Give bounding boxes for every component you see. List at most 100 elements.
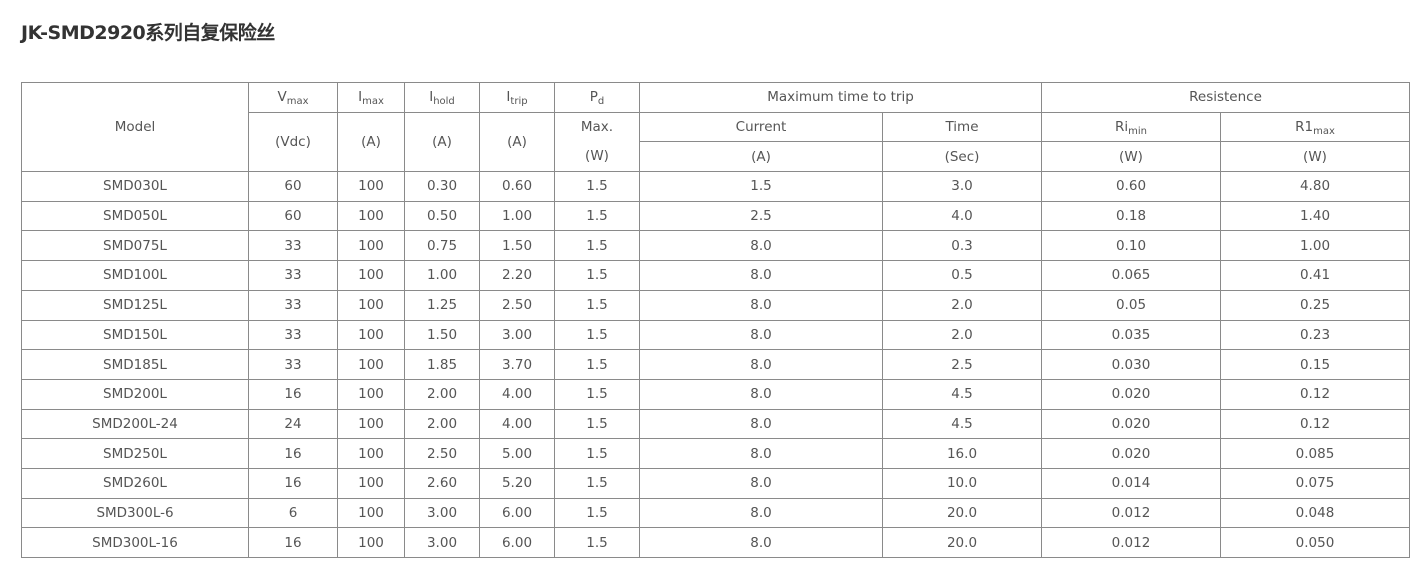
cell-r1max: 1.00 [1220, 230, 1410, 262]
cell-rimin: 0.18 [1041, 200, 1221, 232]
table-row: SMD100L 33 100 1.00 2.20 1.5 8.0 0.5 0.065 0.41 [21, 260, 1410, 291]
cell-ihold: 2.00 [404, 408, 480, 440]
header-pd-unit: (W) [554, 141, 640, 173]
cell-trip-time: 3.0 [882, 171, 1042, 202]
cell-ihold: 1.00 [404, 260, 480, 291]
cell-model: SMD300L-6 [21, 497, 249, 529]
cell-vmax: 24 [248, 408, 338, 440]
cell-vmax: 16 [248, 438, 338, 469]
cell-trip-time: 10.0 [882, 467, 1042, 499]
header-r1max-unit: (W) [1220, 141, 1410, 173]
cell-ihold: 1.85 [404, 349, 480, 380]
cell-imax: 100 [337, 497, 405, 529]
cell-itrip: 4.00 [479, 408, 555, 440]
table-row: SMD125L 33 100 1.25 2.50 1.5 8.0 2.0 0.05 0.25 [21, 289, 1410, 321]
cell-rimin: 0.020 [1041, 438, 1221, 469]
cell-pd: 1.5 [554, 378, 640, 410]
spec-table: Model Vmax Imax Ihold Itrip Pd Maximum t… [21, 81, 1410, 558]
cell-model: SMD050L [21, 200, 249, 232]
cell-trip-time: 0.5 [882, 260, 1042, 291]
cell-vmax: 16 [248, 378, 338, 410]
cell-imax: 100 [337, 260, 405, 291]
cell-trip-time: 2.0 [882, 319, 1042, 351]
cell-pd: 1.5 [554, 438, 640, 469]
cell-vmax: 33 [248, 349, 338, 380]
cell-pd: 1.5 [554, 230, 640, 262]
cell-itrip: 0.60 [479, 171, 555, 202]
header-pd: Pd [554, 82, 640, 113]
cell-rimin: 0.030 [1041, 349, 1221, 380]
cell-rimin: 0.012 [1041, 527, 1221, 558]
cell-r1max: 4.80 [1220, 171, 1410, 202]
cell-imax: 100 [337, 230, 405, 262]
cell-r1max: 1.40 [1220, 200, 1410, 232]
cell-vmax: 33 [248, 260, 338, 291]
cell-r1max: 0.23 [1220, 319, 1410, 351]
cell-trip-current: 8.0 [639, 319, 883, 351]
header-row-1: Model Vmax Imax Ihold Itrip Pd Maximum t… [21, 81, 1410, 173]
header-imax-unit: (A) [337, 111, 405, 173]
header-itrip: Itrip [479, 82, 555, 113]
cell-pd: 1.5 [554, 260, 640, 291]
cell-trip-time: 4.5 [882, 408, 1042, 440]
cell-model: SMD250L [21, 438, 249, 469]
cell-vmax: 16 [248, 467, 338, 499]
cell-r1max: 0.15 [1220, 349, 1410, 380]
cell-trip-time: 20.0 [882, 497, 1042, 529]
cell-imax: 100 [337, 467, 405, 499]
cell-imax: 100 [337, 349, 405, 380]
cell-itrip: 3.00 [479, 319, 555, 351]
cell-r1max: 0.41 [1220, 260, 1410, 291]
cell-model: SMD030L [21, 171, 249, 202]
cell-pd: 1.5 [554, 289, 640, 321]
cell-rimin: 0.065 [1041, 260, 1221, 291]
cell-imax: 100 [337, 289, 405, 321]
cell-trip-time: 4.5 [882, 378, 1042, 410]
header-row-3: (W) (A) (Sec) (W) (W) [22, 141, 1410, 173]
cell-trip-current: 8.0 [639, 260, 883, 291]
header-current-unit: (A) [639, 141, 883, 173]
table-row: SMD250L 16 100 2.50 5.00 1.5 8.0 16.0 0.020 0.085 [21, 438, 1410, 469]
cell-r1max: 0.085 [1220, 438, 1410, 469]
cell-trip-current: 8.0 [639, 527, 883, 558]
table-row: SMD185L 33 100 1.85 3.70 1.5 8.0 2.5 0.030 0.15 [21, 349, 1410, 380]
header-rimin-unit: (W) [1041, 141, 1221, 173]
cell-rimin: 0.014 [1041, 467, 1221, 499]
cell-imax: 100 [337, 200, 405, 232]
cell-model: SMD185L [21, 349, 249, 380]
cell-r1max: 0.12 [1220, 378, 1410, 410]
cell-ihold: 0.50 [404, 200, 480, 232]
cell-r1max: 0.12 [1220, 408, 1410, 440]
cell-pd: 1.5 [554, 527, 640, 558]
cell-imax: 100 [337, 319, 405, 351]
cell-vmax: 60 [248, 171, 338, 202]
cell-rimin: 0.10 [1041, 230, 1221, 262]
header-trip-group: Maximum time to trip [639, 82, 1042, 113]
cell-imax: 100 [337, 438, 405, 469]
cell-trip-current: 2.5 [639, 200, 883, 232]
cell-trip-current: 8.0 [639, 408, 883, 440]
cell-pd: 1.5 [554, 200, 640, 232]
cell-trip-current: 8.0 [639, 349, 883, 380]
cell-ihold: 3.00 [404, 527, 480, 558]
header-time-unit: (Sec) [882, 141, 1042, 173]
header-model: Model [21, 81, 249, 173]
cell-model: SMD150L [21, 319, 249, 351]
cell-rimin: 0.035 [1041, 319, 1221, 351]
header-res-group: Resistence [1041, 82, 1410, 113]
cell-r1max: 0.25 [1220, 289, 1410, 321]
cell-trip-current: 8.0 [639, 467, 883, 499]
cell-ihold: 2.00 [404, 378, 480, 410]
cell-imax: 100 [337, 171, 405, 202]
cell-trip-time: 2.5 [882, 349, 1042, 380]
cell-itrip: 1.50 [479, 230, 555, 262]
header-current: Current [639, 111, 883, 143]
cell-imax: 100 [337, 378, 405, 410]
cell-trip-time: 16.0 [882, 438, 1042, 469]
cell-itrip: 2.50 [479, 289, 555, 321]
cell-itrip: 4.00 [479, 378, 555, 410]
cell-rimin: 0.012 [1041, 497, 1221, 529]
header-vmax: Vmax [248, 82, 338, 113]
cell-vmax: 60 [248, 200, 338, 232]
page-title: JK-SMD2920系列自复保险丝 [21, 22, 275, 44]
